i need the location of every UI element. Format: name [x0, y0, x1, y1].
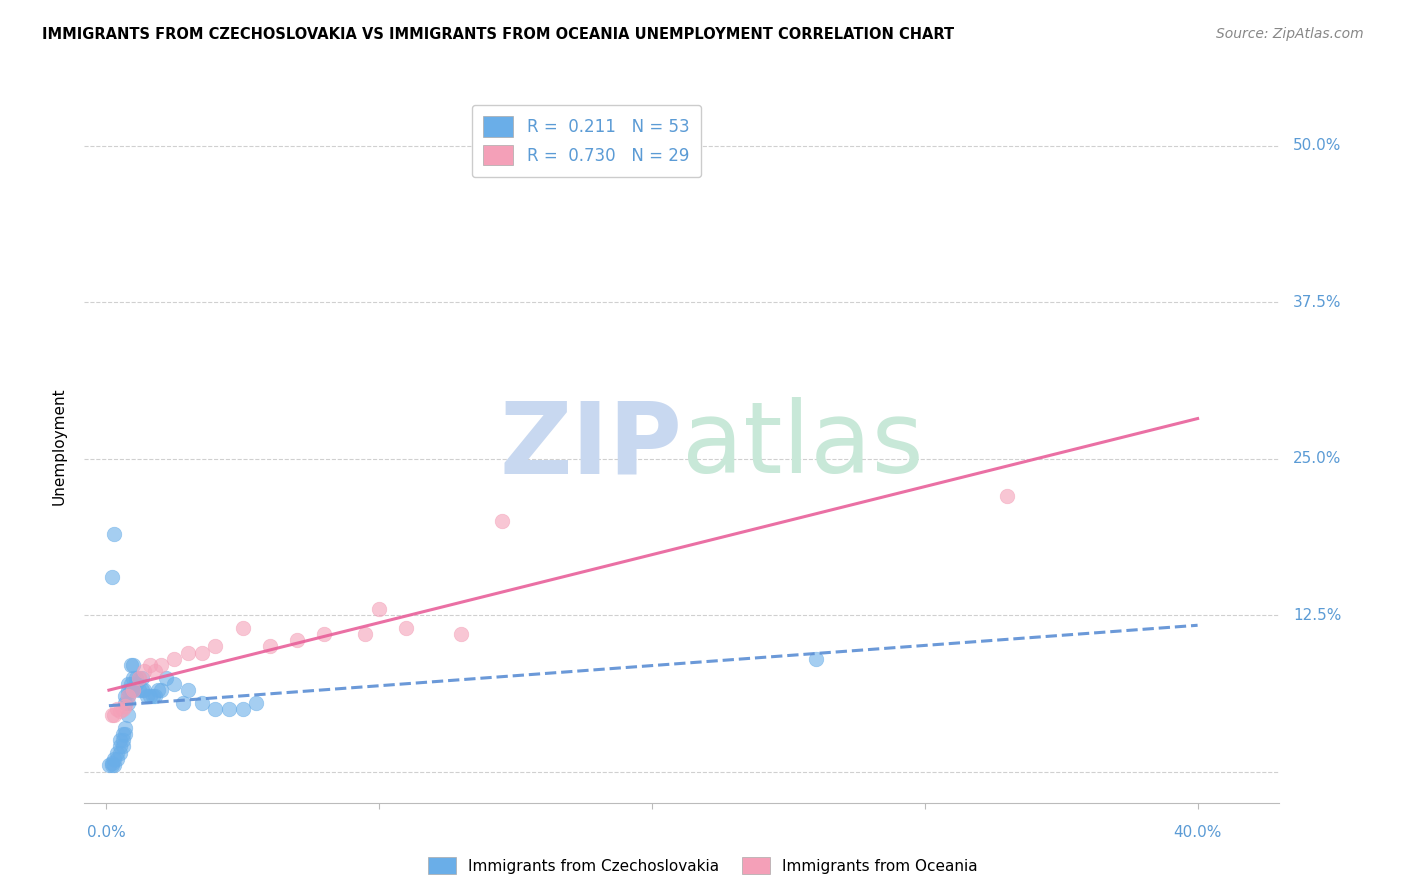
Point — [105, 752, 128, 766]
Point — [117, 708, 139, 723]
Text: IMMIGRANTS FROM CZECHOSLOVAKIA VS IMMIGRANTS FROM OCEANIA UNEMPLOYMENT CORRELATI: IMMIGRANTS FROM CZECHOSLOVAKIA VS IMMIGR… — [42, 27, 955, 42]
Text: atlas: atlas — [682, 398, 924, 494]
Text: 0.0%: 0.0% — [87, 825, 125, 840]
Point — [172, 696, 194, 710]
Point — [122, 683, 145, 698]
Point — [114, 696, 136, 710]
Point — [128, 671, 150, 685]
Point — [97, 758, 120, 772]
Point — [218, 702, 240, 716]
Point — [122, 658, 145, 673]
Point — [111, 727, 134, 741]
Point — [134, 683, 156, 698]
Point — [155, 671, 177, 685]
Point — [139, 690, 162, 704]
Point — [314, 627, 336, 641]
Legend: R =  0.211   N = 53, R =  0.730   N = 29: R = 0.211 N = 53, R = 0.730 N = 29 — [471, 104, 702, 177]
Point — [491, 514, 513, 528]
Point — [136, 690, 159, 704]
Point — [131, 671, 153, 685]
Point — [103, 758, 125, 772]
Point — [125, 671, 148, 685]
Point — [103, 708, 125, 723]
Point — [105, 702, 128, 716]
Point — [114, 690, 136, 704]
Point — [114, 699, 136, 714]
Point — [111, 702, 134, 716]
Point — [190, 646, 212, 660]
Legend: Immigrants from Czechoslovakia, Immigrants from Oceania: Immigrants from Czechoslovakia, Immigran… — [422, 851, 984, 880]
Point — [105, 746, 128, 760]
Point — [100, 708, 122, 723]
Point — [163, 652, 186, 666]
Point — [114, 721, 136, 735]
Point — [117, 683, 139, 698]
Point — [368, 601, 391, 615]
Point — [395, 621, 418, 635]
Point — [450, 627, 472, 641]
Point — [177, 683, 200, 698]
Point — [122, 671, 145, 685]
Point — [108, 739, 131, 754]
Point — [103, 526, 125, 541]
Point — [100, 758, 122, 772]
Point — [100, 756, 122, 770]
Point — [232, 621, 254, 635]
Point — [190, 696, 212, 710]
Point — [117, 690, 139, 704]
Point — [120, 677, 142, 691]
Point — [111, 739, 134, 754]
Y-axis label: Unemployment: Unemployment — [51, 387, 66, 505]
Point — [139, 658, 162, 673]
Point — [142, 690, 165, 704]
Point — [128, 671, 150, 685]
Point — [103, 752, 125, 766]
Text: 50.0%: 50.0% — [1294, 138, 1341, 153]
Point — [204, 702, 226, 716]
Point — [100, 570, 122, 584]
Point — [163, 677, 186, 691]
Point — [149, 683, 172, 698]
Point — [120, 658, 142, 673]
Point — [134, 665, 156, 679]
Point — [125, 677, 148, 691]
Point — [122, 683, 145, 698]
Point — [108, 733, 131, 747]
Point — [143, 665, 166, 679]
Point — [995, 489, 1018, 503]
Text: 37.5%: 37.5% — [1294, 294, 1341, 310]
Point — [804, 652, 827, 666]
Point — [285, 633, 308, 648]
Point — [108, 705, 131, 719]
Point — [131, 683, 153, 698]
Text: ZIP: ZIP — [499, 398, 682, 494]
Point — [204, 640, 226, 654]
Point — [108, 746, 131, 760]
Point — [114, 727, 136, 741]
Point — [245, 696, 267, 710]
Point — [259, 640, 281, 654]
Point — [117, 696, 139, 710]
Point — [146, 683, 169, 698]
Point — [143, 690, 166, 704]
Point — [149, 658, 172, 673]
Point — [117, 690, 139, 704]
Point — [120, 683, 142, 698]
Point — [111, 733, 134, 747]
Text: 40.0%: 40.0% — [1174, 825, 1222, 840]
Text: Source: ZipAtlas.com: Source: ZipAtlas.com — [1216, 27, 1364, 41]
Point — [232, 702, 254, 716]
Point — [128, 683, 150, 698]
Text: 25.0%: 25.0% — [1294, 451, 1341, 466]
Text: 12.5%: 12.5% — [1294, 607, 1341, 623]
Point — [117, 677, 139, 691]
Point — [177, 646, 200, 660]
Point — [354, 627, 377, 641]
